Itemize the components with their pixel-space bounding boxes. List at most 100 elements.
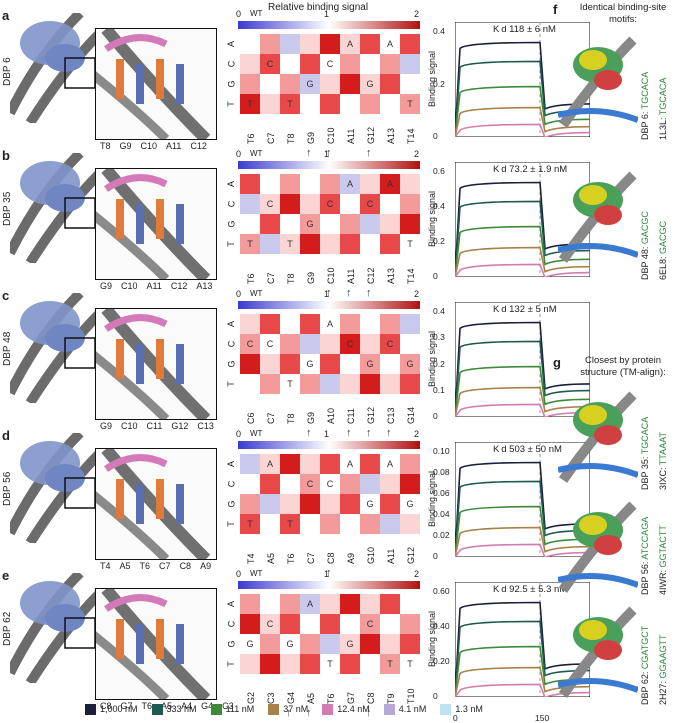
kd-value-e: K d 92.5 ± 5.3 nM	[493, 584, 568, 595]
row-label-C: C	[226, 620, 237, 628]
heatmap-cell	[400, 474, 420, 494]
structure-dbp56-4iwr	[557, 500, 640, 595]
col-label: T14	[406, 128, 416, 144]
legend-entry: 1.3 nM	[440, 704, 483, 715]
heatmap-cell	[320, 454, 340, 474]
heatmap-cell	[360, 474, 380, 494]
heatmap-cell	[340, 234, 360, 254]
heatmap-cell	[400, 454, 420, 474]
position-arrow: ↑	[386, 427, 392, 439]
heatmap-cell: G	[400, 494, 420, 514]
heatmap-cell: G	[280, 634, 300, 654]
heatmap-cell	[360, 634, 380, 654]
heatmap-cell	[240, 594, 260, 614]
cbar-tick-2-a: 2	[414, 9, 420, 19]
col-label: T8	[286, 413, 296, 424]
heatmap-cell	[340, 314, 360, 334]
heatmap-cell	[400, 374, 420, 394]
col-label: C7	[266, 272, 276, 284]
heatmap-cell: T	[280, 374, 300, 394]
heatmap-cell	[260, 234, 280, 254]
heatmap-cell	[280, 34, 300, 54]
heatmap-cell	[280, 594, 300, 614]
col-label: A5	[266, 552, 276, 564]
heatmap-cell	[340, 354, 360, 374]
heatmap-cell	[300, 334, 320, 354]
col-label: G4	[286, 691, 296, 704]
legend-swatch	[151, 704, 163, 715]
base-label: A5	[119, 561, 131, 571]
col-label: G12	[366, 406, 376, 424]
heatmap-cell	[240, 614, 260, 634]
heatmap-cell	[300, 314, 320, 334]
cbar-tick-1-b: 1	[324, 149, 330, 159]
y-tick: 0.6	[433, 166, 445, 176]
base-label: G9	[100, 281, 113, 291]
heatmap-cell	[300, 454, 320, 474]
colorbar-e	[238, 581, 420, 589]
heatmap-cell	[240, 494, 260, 514]
heatmap-cell	[360, 54, 380, 74]
base-label: G4	[201, 701, 214, 711]
heatmap-cell	[340, 654, 360, 674]
structure-dbp35-3ixc	[557, 390, 640, 485]
heatmap-cell: C	[300, 474, 320, 494]
heatmap-cell	[260, 474, 280, 494]
heatmap-cell	[320, 634, 340, 654]
kd-value-b: K d 73.2 ± 1.9 nM	[493, 164, 568, 175]
base-label: A5	[161, 701, 173, 711]
heatmap-cell: C	[340, 334, 360, 354]
y-tick: 0	[433, 271, 438, 281]
panel-label-e: e	[2, 568, 10, 583]
row-label-C: C	[226, 60, 237, 68]
y-tick: 0.08	[433, 467, 450, 477]
heatmap-cell: C	[260, 194, 280, 214]
heatmap-cell	[400, 74, 420, 94]
base-label: C8	[179, 561, 192, 571]
legend-label: 111 nM	[225, 703, 255, 714]
cbar-tick-0-e: 0	[236, 569, 242, 579]
col-label: A10	[326, 407, 336, 424]
base-label: C13	[197, 421, 214, 431]
cbar-tick-2-c: 2	[414, 289, 420, 299]
heatmap-cell	[340, 614, 360, 634]
position-arrow: ↑	[286, 707, 292, 719]
heatmap-cell	[240, 454, 260, 474]
heatmap-cell	[320, 494, 340, 514]
heatmap-cell	[260, 314, 280, 334]
base-label: T6	[139, 561, 151, 571]
base-label: A9	[200, 561, 212, 571]
f-title: Identical binding-site motifs:	[579, 2, 667, 25]
base-labels-d: T4 A5 T6 C7 C8 A9	[100, 561, 220, 571]
heatmap-cell	[320, 234, 340, 254]
col-label: C3	[266, 692, 276, 704]
heatmap-cell: G	[360, 74, 380, 94]
heatmap-cell: A	[260, 454, 280, 474]
col-label: A13	[386, 127, 396, 144]
base-label: C10	[140, 141, 158, 151]
heatmap-cell: G	[240, 634, 260, 654]
heatmap-cell	[360, 514, 380, 534]
f-motif-label: 1L3L: TGCACA	[658, 77, 668, 140]
g-motif-label: DBP 56: ATCCAGA	[640, 516, 650, 595]
base-label: A4	[181, 701, 193, 711]
panel-label-c: c	[2, 288, 10, 303]
structure-dbp62-2h27	[557, 605, 640, 700]
heatmap-cell	[380, 234, 400, 254]
legend-entry: 37 nM	[268, 704, 308, 715]
legend-entry: 4.1 nM	[383, 703, 427, 715]
base-label: T8	[100, 141, 111, 151]
protein-dna-structure-d	[5, 429, 104, 546]
y-tick: 0.20	[433, 656, 450, 666]
heatmap-cell	[400, 174, 420, 194]
heatmap-cell	[340, 514, 360, 534]
heatmap-cell: T	[400, 94, 420, 114]
col-label: A11	[346, 128, 356, 144]
heatmap-cell	[300, 654, 320, 674]
heatmap-cell	[260, 74, 280, 94]
legend-label: 4.1 nM	[398, 703, 427, 714]
heatmap-cell	[320, 514, 340, 534]
heatmap-cell: A	[380, 174, 400, 194]
cbar-tick-2-b: 2	[414, 149, 420, 159]
position-arrow: ↑	[346, 287, 352, 299]
